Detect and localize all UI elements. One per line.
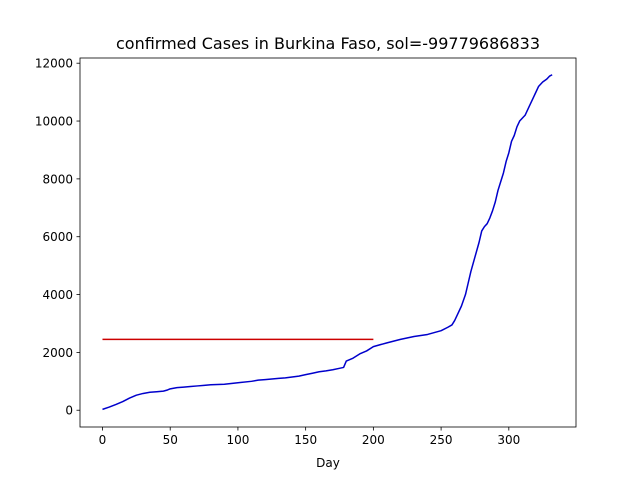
x-tick-label: 100 xyxy=(226,433,249,447)
chart-title: confirmed Cases in Burkina Faso, sol=-99… xyxy=(116,34,540,53)
series-line-0 xyxy=(102,74,553,411)
y-tick-label: 0 xyxy=(65,404,73,418)
x-axis-label: Day xyxy=(316,456,340,470)
x-tick-label: 0 xyxy=(99,433,107,447)
y-tick-label: 2000 xyxy=(42,346,73,360)
x-tick-label: 250 xyxy=(430,433,453,447)
x-tick-label: 200 xyxy=(362,433,385,447)
y-tick-label: 6000 xyxy=(42,230,73,244)
x-tick-label: 150 xyxy=(294,433,317,447)
axes-frame xyxy=(79,57,577,428)
y-tick-label: 10000 xyxy=(35,115,73,129)
x-tick-label: 300 xyxy=(497,433,520,447)
y-tick-label: 12000 xyxy=(35,57,73,71)
axes: 0 50 100 150 200 250 300 0 2000 4000 6000 8000 10000… xyxy=(35,57,577,447)
plot-area xyxy=(102,74,553,411)
y-tick-label: 8000 xyxy=(42,172,73,186)
x-tick-label: 50 xyxy=(163,433,178,447)
y-tick-label: 4000 xyxy=(42,288,73,302)
